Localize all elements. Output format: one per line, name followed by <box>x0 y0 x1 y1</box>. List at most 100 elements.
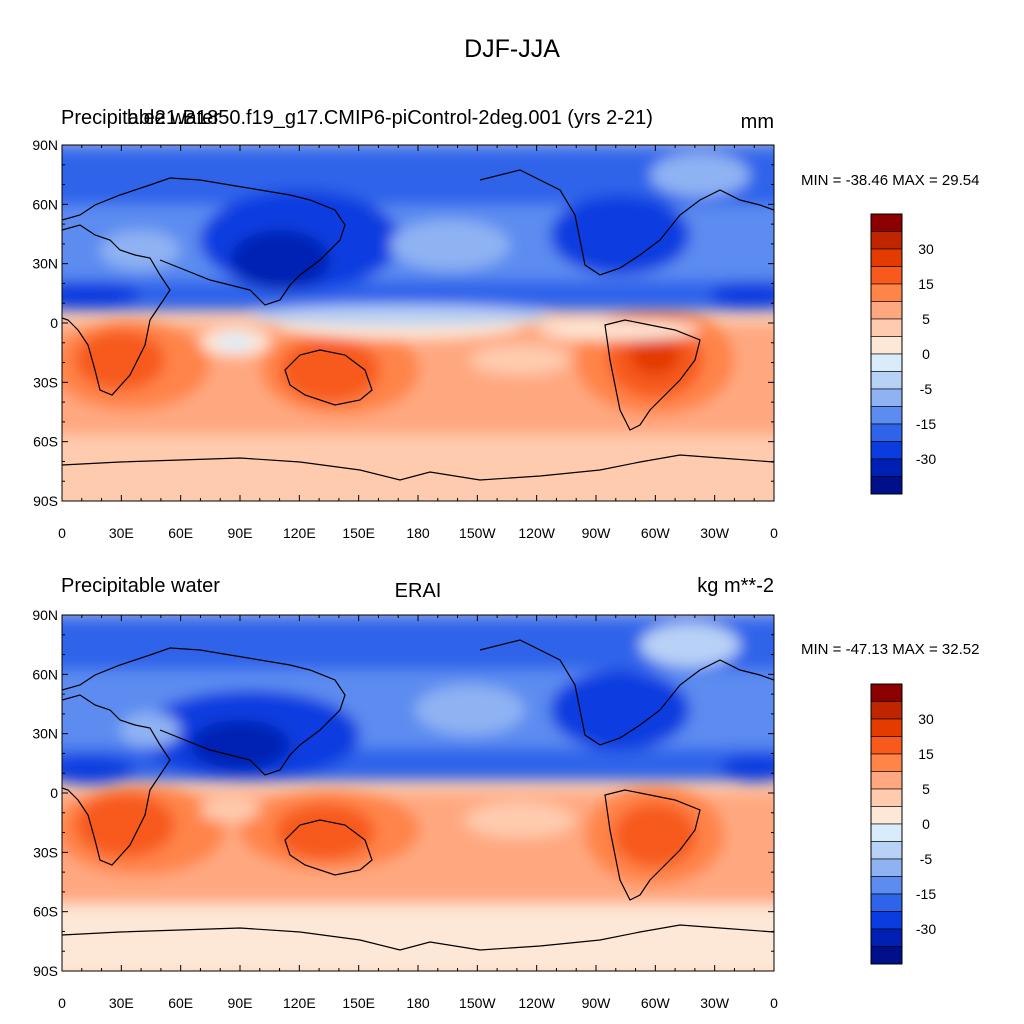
colorbar-swatch <box>870 231 903 250</box>
coast-africa-europe <box>62 224 171 396</box>
x-tick-label: 150W <box>459 525 496 541</box>
x-tick-label: 90W <box>582 525 612 541</box>
x-tick-label: 60E <box>168 995 193 1011</box>
colorbar-swatch <box>870 701 903 720</box>
northern-hemisphere-negative <box>62 145 774 325</box>
x-tick-label: 30E <box>109 995 134 1011</box>
colorbar-frame <box>870 213 903 495</box>
x-tick-label: 90E <box>228 995 253 1011</box>
x-tick-label: 90W <box>582 995 612 1011</box>
x-tick-label: 180 <box>406 995 430 1011</box>
panel-center-title: ERAI <box>395 580 442 602</box>
y-tick-marks <box>62 144 774 502</box>
y-tick-label: 60S <box>33 904 58 920</box>
colorbar-swatch <box>870 353 903 372</box>
x-tick-label: 30E <box>109 525 134 541</box>
x-tick-label: 0 <box>770 525 778 541</box>
colorbar-swatch <box>870 753 903 772</box>
colorbar-swatch <box>870 788 903 807</box>
y-tick-label: 0 <box>50 785 58 801</box>
x-tick-marks <box>61 615 775 971</box>
x-tick-label: 150W <box>459 995 496 1011</box>
x-tick-label: 0 <box>770 995 778 1011</box>
min-max-stats: MIN = -38.46 MAX = 29.54 <box>801 172 979 189</box>
colorbar-swatch <box>870 301 903 320</box>
y-tick-label: 90N <box>32 137 58 153</box>
coast-australia <box>284 349 373 406</box>
colorbar-swatch <box>870 841 903 860</box>
x-tick-labels: 0 30E 60E 90E 120E 150E 180 150W 120W 90W 60W 30W 0 <box>58 525 778 541</box>
x-tick-label: 120W <box>518 995 555 1011</box>
x-tick-label: 180 <box>406 525 430 541</box>
colorbar-swatch <box>870 213 903 232</box>
colorbar-swatch <box>870 823 903 842</box>
y-tick-label: 30S <box>33 844 58 860</box>
y-tick-labels: 90N 60N 30N 0 30S 60S 90S <box>32 607 58 979</box>
x-tick-label: 60E <box>168 525 193 541</box>
colorbar-swatch <box>870 423 903 442</box>
colorbar-label: -5 <box>920 851 933 867</box>
panel-case-title: b.e21.B1850.f19_g17.CMIP6-piControl-2deg… <box>127 107 653 129</box>
colorbar-swatch <box>870 371 903 390</box>
x-tick-label: 120W <box>518 525 555 541</box>
y-tick-label: 60S <box>33 434 58 450</box>
coast-antarctica <box>62 454 774 481</box>
panel-left-title: Precipitable water <box>61 107 220 129</box>
x-tick-label: 0 <box>58 995 66 1011</box>
colorbar-swatch <box>870 893 903 912</box>
coast-north-america <box>479 169 774 276</box>
y-tick-label: 30N <box>32 256 58 272</box>
coast-africa-europe <box>62 694 171 866</box>
colorbar-label: -30 <box>916 451 936 467</box>
colorbar-swatch <box>870 406 903 425</box>
colorbar-label: 15 <box>918 276 934 292</box>
x-tick-label: 150E <box>342 525 375 541</box>
colorbar-swatch <box>870 248 903 267</box>
coast-antarctica <box>62 924 774 951</box>
colorbar-frame <box>870 683 903 965</box>
colorbar-swatch <box>870 736 903 755</box>
colorbar-swatch <box>870 318 903 337</box>
coast-asia <box>62 177 346 306</box>
southern-hemisphere-positive <box>62 785 774 971</box>
panel-units: kg m**-2 <box>697 575 774 597</box>
coast-south-america <box>604 789 701 901</box>
colorbar-label: 0 <box>922 816 930 832</box>
contour-field <box>62 615 774 971</box>
coastlines <box>62 169 774 481</box>
x-tick-label: 120E <box>283 525 316 541</box>
figure-title: DJF-JJA <box>464 35 560 63</box>
colorbar-swatch <box>870 771 903 790</box>
y-tick-label: 90N <box>32 607 58 623</box>
map-panel-model: Precipitable water b.e21.B1850.f19_g17.C… <box>32 107 979 541</box>
x-tick-label: 120E <box>283 995 316 1011</box>
y-tick-label: 60N <box>32 196 58 212</box>
coast-north-america <box>479 639 774 746</box>
coastlines <box>62 639 774 951</box>
y-tick-label: 90S <box>33 963 58 979</box>
colorbar-label: 5 <box>922 311 930 327</box>
colorbar-swatch <box>870 946 903 965</box>
x-tick-label: 30W <box>700 995 730 1011</box>
y-tick-label: 90S <box>33 493 58 509</box>
colorbar-swatch <box>870 336 903 355</box>
colorbar-label: -15 <box>916 886 936 902</box>
x-tick-label: 90E <box>228 525 253 541</box>
min-max-stats: MIN = -47.13 MAX = 32.52 <box>801 641 979 658</box>
colorbar-swatch <box>870 911 903 930</box>
colorbar-swatch <box>870 458 903 477</box>
colorbar-swatch <box>870 806 903 825</box>
y-tick-labels: 90N 60N 30N 0 30S 60S 90S <box>32 137 58 509</box>
colorbar-label: -15 <box>916 416 936 432</box>
map-panel-erai: Precipitable water ERAI kg m**-2 MIN = -… <box>32 575 979 1011</box>
colorbar-swatch <box>870 283 903 302</box>
colorbar-label: -30 <box>916 921 936 937</box>
colorbar-swatch <box>870 683 903 702</box>
colorbar-swatch <box>870 476 903 495</box>
x-tick-label: 30W <box>700 525 730 541</box>
x-tick-label: 0 <box>58 525 66 541</box>
colorbar-swatch <box>870 718 903 737</box>
colorbar-swatch <box>870 876 903 895</box>
colorbar-swatch <box>870 388 903 407</box>
